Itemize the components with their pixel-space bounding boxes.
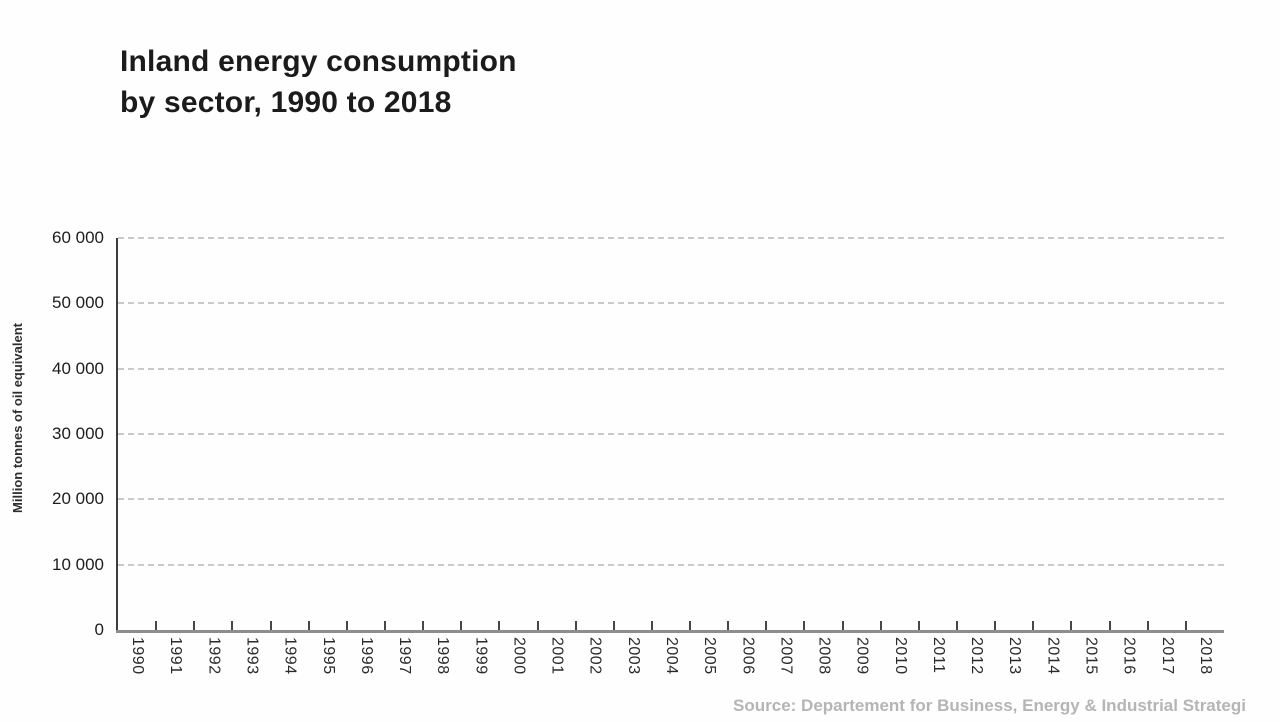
x-tick-mark [383, 621, 386, 630]
x-tick-mark [917, 621, 920, 630]
x-tick-label: 2018 [1196, 637, 1214, 675]
x-tick-mark [841, 621, 844, 630]
x-tick-label: 1999 [472, 637, 490, 675]
x-tick-label: 1992 [205, 637, 223, 675]
x-tick-label: 2016 [1120, 637, 1138, 675]
x-axis-line [116, 630, 1224, 633]
x-tick-label: 2012 [968, 637, 986, 675]
x-tick-label: 2014 [1044, 637, 1062, 675]
x-tick-label: 1998 [434, 637, 452, 675]
x-tick-label: 1997 [396, 637, 414, 675]
x-tick-mark [269, 621, 272, 630]
y-tick-label: 50 000 [52, 293, 104, 313]
x-tick-mark [574, 621, 577, 630]
x-tick-mark [956, 621, 959, 630]
x-tick-mark [803, 621, 806, 630]
x-tick-mark [498, 621, 501, 630]
x-tick-mark [1146, 621, 1149, 630]
x-tick-mark [231, 621, 234, 630]
x-tick-mark [727, 621, 730, 630]
chart-title-line-2: by sector, 1990 to 2018 [120, 86, 452, 119]
y-axis-line [116, 238, 118, 633]
x-tick-mark [536, 621, 539, 630]
x-tick-label: 2006 [739, 637, 757, 675]
x-tick-label: 1994 [281, 637, 299, 675]
gridline-10000 [118, 563, 1224, 566]
gridline-60000 [118, 237, 1224, 239]
x-tick-mark [155, 621, 158, 630]
x-tick-mark [1032, 621, 1035, 630]
source-note: Source: Departement for Business, Energy… [733, 696, 1246, 715]
plot-area [116, 237, 1224, 633]
x-tick-mark [650, 621, 653, 630]
x-tick-mark [1070, 621, 1073, 630]
x-tick-label: 2001 [548, 637, 566, 675]
x-tick-mark [689, 621, 692, 630]
x-tick-label: 1993 [243, 637, 261, 675]
x-tick-mark [879, 621, 882, 630]
x-tick-label: 2015 [1082, 637, 1100, 675]
x-tick-label: 2008 [815, 637, 833, 675]
y-tick-label: 20 000 [52, 489, 104, 509]
x-tick-label: 2013 [1006, 637, 1024, 675]
x-tick-label: 2000 [510, 637, 528, 675]
gridline-50000 [118, 302, 1224, 305]
y-tick-label: 0 [94, 620, 104, 639]
chart-title: Inland energy consumption by sector, 199… [120, 41, 517, 123]
x-tick-mark [307, 621, 310, 630]
x-tick-label: 2003 [624, 637, 642, 675]
x-tick-label: 2017 [1158, 637, 1176, 675]
x-tick-label: 2011 [929, 637, 947, 674]
x-tick-mark [612, 621, 615, 630]
x-tick-mark [460, 621, 463, 630]
x-tick-label: 1995 [319, 637, 337, 675]
x-tick-mark [1108, 621, 1111, 630]
x-tick-mark [193, 621, 196, 630]
x-tick-label: 2010 [891, 637, 909, 675]
chart-title-line-1: Inland energy consumption [120, 45, 517, 78]
x-tick-mark [765, 621, 768, 630]
y-tick-label: 40 000 [52, 358, 104, 378]
x-tick-label: 2009 [853, 637, 871, 675]
y-tick-label: 30 000 [52, 424, 104, 443]
x-tick-label: 2004 [663, 637, 680, 675]
x-tick-label: 2002 [586, 637, 604, 675]
x-tick-label: 1990 [129, 637, 147, 675]
x-tick-label: 1991 [167, 637, 185, 675]
x-tick-label: 2005 [701, 637, 719, 675]
x-tick-mark [422, 621, 425, 630]
y-tick-label: 10 000 [52, 554, 104, 574]
x-tick-mark [994, 621, 997, 630]
y-tick-label: 60 000 [52, 228, 104, 247]
x-tick-label: 1996 [357, 637, 375, 675]
gridline-20000 [118, 498, 1224, 501]
x-tick-mark [345, 621, 348, 630]
x-tick-mark [1184, 621, 1187, 630]
gridline-30000 [118, 433, 1224, 435]
gridline-40000 [118, 367, 1224, 370]
x-tick-label: 2007 [777, 637, 795, 675]
